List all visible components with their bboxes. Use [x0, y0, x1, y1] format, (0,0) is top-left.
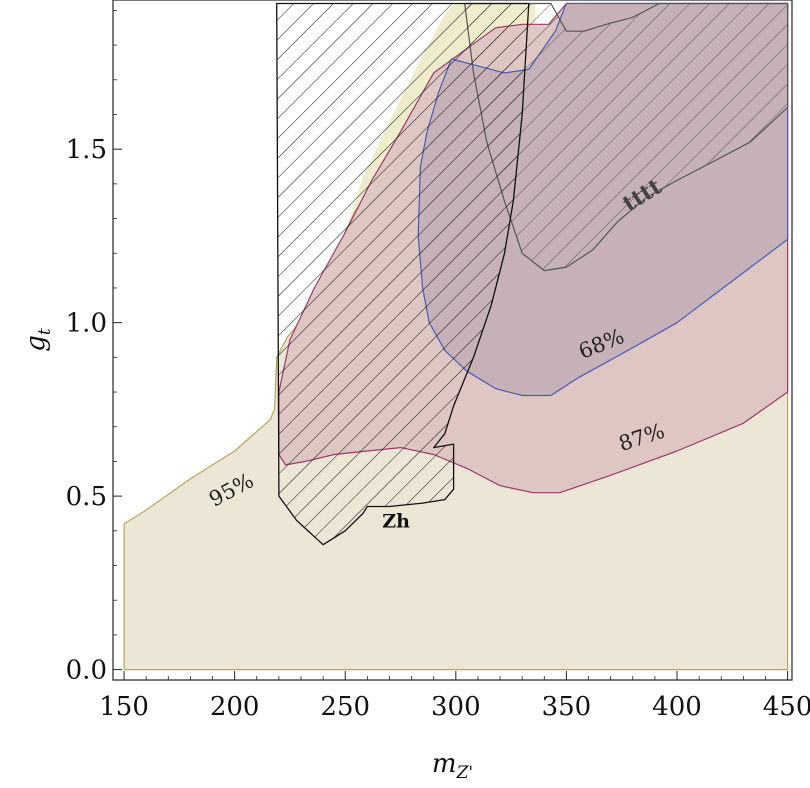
x-axis-title: mZ' — [432, 749, 473, 783]
y-tick-label: 1.0 — [66, 309, 107, 339]
region-tttt — [464, 2, 789, 272]
y-axis-title-main: g — [21, 335, 51, 352]
x-tick-label: 200 — [210, 692, 260, 722]
x-axis-title-main: m — [432, 749, 457, 779]
region-label-zh: Zh — [382, 510, 410, 532]
x-tick-label: 150 — [99, 692, 149, 722]
y-tick-label: 0.5 — [66, 482, 107, 512]
y-axis-title-sub: t — [35, 328, 55, 335]
x-tick-label: 450 — [763, 692, 810, 722]
axis-ticks: 150 200 250 300 350 400 450 0.0 0.5 1.0 1.5 — [66, 10, 810, 722]
y-axis-title: gt — [21, 328, 55, 352]
plot-frame — [112, 0, 793, 681]
region-zh — [276, 2, 530, 546]
y-tick-label: 1.5 — [66, 135, 107, 165]
x-tick-label: 250 — [320, 692, 370, 722]
x-tick-label: 400 — [652, 692, 702, 722]
x-tick-label: 300 — [431, 692, 481, 722]
x-tick-label: 350 — [542, 692, 592, 722]
x-axis-title-sub: Z' — [456, 763, 474, 783]
y-tick-label: 0.0 — [66, 656, 107, 686]
confidence-regions — [123, 2, 789, 671]
axes — [112, 0, 793, 681]
